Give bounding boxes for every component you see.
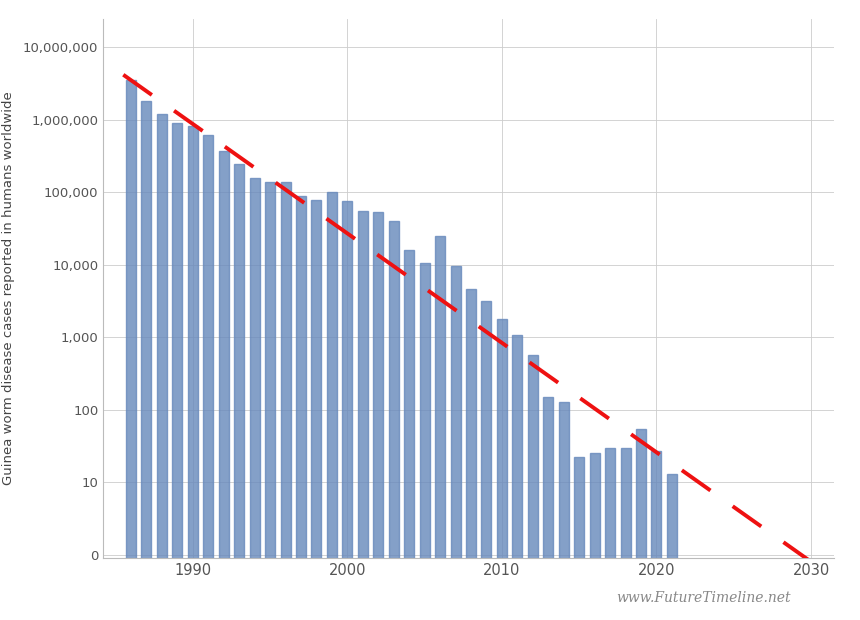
Bar (559, 402, 568, 620)
Bar (249, 177, 260, 620)
Y-axis label: Guinea worm disease cases reported in humans worldwide: Guinea worm disease cases reported in hu… (2, 91, 15, 485)
Bar (172, 123, 182, 620)
Bar (311, 200, 322, 620)
Bar (466, 290, 476, 620)
Bar (636, 429, 646, 620)
Bar (327, 192, 337, 620)
Text: www.FutureTimeline.net: www.FutureTimeline.net (617, 590, 791, 604)
Bar (358, 211, 368, 620)
Bar (482, 301, 492, 620)
Bar (141, 102, 151, 620)
Bar (451, 267, 461, 620)
Bar (420, 263, 430, 620)
Bar (574, 458, 584, 620)
Bar (342, 202, 353, 620)
Bar (666, 474, 677, 620)
Bar (404, 250, 415, 620)
Bar (203, 135, 213, 620)
Bar (590, 453, 599, 620)
Bar (528, 355, 538, 620)
Bar (389, 221, 399, 620)
Bar (126, 81, 136, 620)
Bar (280, 182, 291, 620)
Bar (513, 335, 522, 620)
Bar (605, 448, 615, 620)
Bar (544, 397, 553, 620)
Bar (265, 182, 275, 620)
Bar (497, 319, 507, 620)
Bar (218, 151, 229, 620)
Bar (187, 126, 198, 620)
Bar (157, 114, 167, 620)
Bar (435, 236, 445, 620)
Bar (296, 197, 306, 620)
Bar (373, 212, 384, 620)
Bar (234, 164, 244, 620)
Bar (652, 451, 661, 620)
Bar (621, 448, 630, 620)
